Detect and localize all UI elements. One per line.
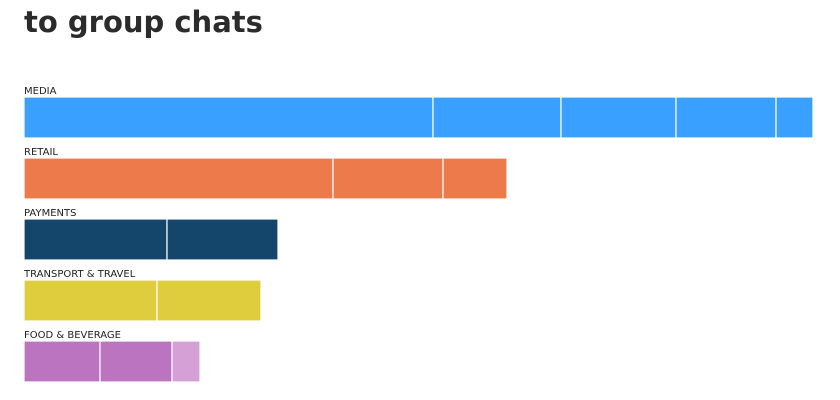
bar-segment <box>675 96 777 139</box>
bar-segment <box>432 96 562 139</box>
chart-title: to group chats <box>24 5 263 39</box>
category-label: RETAIL <box>24 147 58 158</box>
bar-segment <box>23 279 158 322</box>
category-label: FOOD & BEVERAGE <box>24 330 121 341</box>
bar-segment <box>23 157 334 200</box>
bar-segment <box>442 157 508 200</box>
bar-segment <box>332 157 444 200</box>
bar-segment <box>23 218 168 261</box>
bar-segment <box>23 96 434 139</box>
bar-segment <box>171 340 201 383</box>
bar-segment <box>560 96 677 139</box>
bar-segment <box>99 340 173 383</box>
category-label: PAYMENTS <box>24 208 76 219</box>
bar-segment <box>166 218 279 261</box>
category-label: TRANSPORT & TRAVEL <box>23 269 136 280</box>
bar-segment <box>156 279 262 322</box>
bar-segment <box>775 96 814 139</box>
bar-segment <box>23 340 101 383</box>
category-label: MEDIA <box>24 86 57 97</box>
